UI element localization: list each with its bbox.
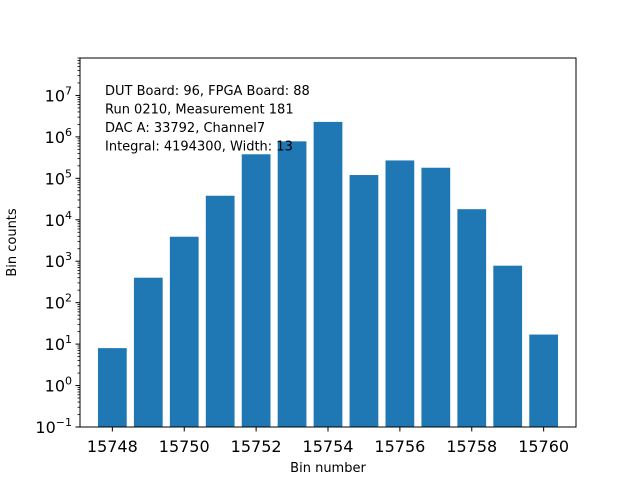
bar-15759 [493, 265, 523, 427]
annotation-line: Run 0210, Measurement 181 [105, 103, 294, 118]
y-tick-label: 107 [45, 84, 72, 105]
bar-15751 [205, 195, 235, 427]
bar-15752 [241, 154, 271, 427]
y-tick-label: 103 [45, 250, 72, 271]
x-tick-label: 15758 [446, 437, 497, 456]
y-tick-label: 102 [45, 292, 72, 313]
bar-15755 [349, 175, 379, 427]
annotation-line: Integral: 4194300, Width: 13 [105, 140, 293, 155]
annotation-line: DAC A: 33792, Channel7 [105, 121, 265, 136]
y-tick-label: 105 [45, 167, 72, 188]
bar-15757 [421, 167, 451, 428]
x-axis-label: Bin number [290, 461, 366, 476]
annotation-line: DUT Board: 96, FPGA Board: 88 [105, 84, 310, 99]
bar-15750 [169, 236, 199, 427]
y-tick-label: 104 [45, 209, 72, 230]
x-tick-label: 15754 [303, 437, 354, 456]
bar-15748 [97, 348, 127, 427]
x-tick-label: 15750 [159, 437, 210, 456]
y-axis-ticks: 10−1 100 101 102 103 104 105 106 107 [35, 57, 80, 437]
bar-15760 [529, 334, 559, 427]
x-tick-label: 15760 [518, 437, 569, 456]
x-axis-ticks: 15748 15750 15752 15754 15756 15758 15760 [87, 427, 569, 456]
bars-group [97, 121, 559, 428]
y-axis-label: Bin counts [5, 208, 20, 277]
bar-15749 [133, 277, 163, 427]
x-tick-label: 15752 [231, 437, 282, 456]
y-tick-label: 106 [45, 126, 72, 147]
y-tick-label: 101 [45, 333, 72, 354]
y-tick-label: 100 [45, 375, 72, 396]
bar-15754 [313, 121, 343, 428]
bar-15758 [457, 209, 487, 427]
bar-15756 [385, 160, 415, 428]
bar-15753 [277, 141, 307, 428]
x-tick-label: 15748 [87, 437, 138, 456]
y-tick-label: 10−1 [35, 416, 72, 437]
x-tick-label: 15756 [374, 437, 425, 456]
annotation-box: DUT Board: 96, FPGA Board: 88 Run 0210, M… [105, 84, 310, 155]
